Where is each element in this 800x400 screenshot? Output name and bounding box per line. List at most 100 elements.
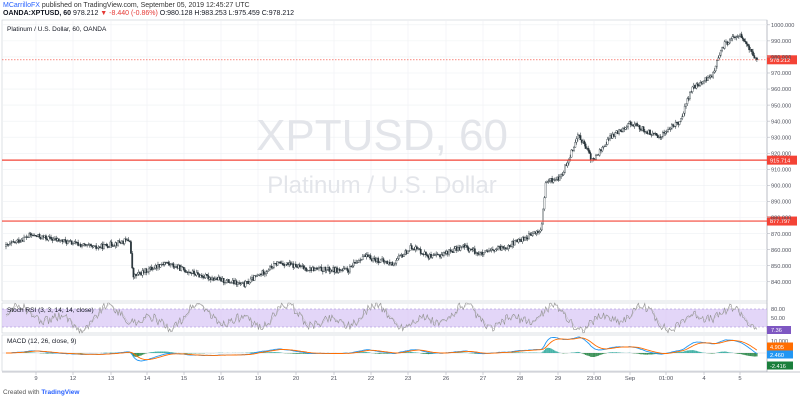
time-tick-label: 19: [255, 376, 261, 382]
candle-up: [604, 145, 606, 147]
candle-up: [667, 129, 669, 132]
candle-down: [270, 265, 273, 268]
candle-down: [529, 233, 532, 236]
candle-up: [236, 282, 239, 285]
time-tick-label: 23: [405, 376, 411, 382]
candle-down: [426, 254, 429, 257]
candle-up: [358, 260, 360, 263]
candle-up: [15, 240, 18, 243]
candle-up: [352, 261, 355, 267]
candle-up: [627, 123, 629, 127]
candle-up: [151, 268, 154, 270]
candle-down: [227, 279, 230, 283]
candle-up: [708, 76, 711, 79]
candle-down: [649, 129, 651, 135]
stoch-value-tag: [767, 326, 791, 334]
candle-up: [569, 156, 572, 160]
candle-down: [750, 49, 753, 52]
price-candles: [5, 31, 758, 289]
candle-up: [680, 118, 682, 122]
last-price-tag: [767, 55, 797, 65]
time-tick-label: 27: [480, 376, 486, 382]
candle-up: [501, 246, 503, 251]
tradingview-logo[interactable]: TradingView: [41, 389, 80, 396]
candle-up: [397, 255, 400, 259]
candle-down: [373, 257, 376, 260]
candle-down: [182, 267, 185, 270]
candle-up: [10, 242, 13, 244]
candle-up: [595, 155, 597, 160]
candle-down: [578, 134, 581, 136]
candle-down: [650, 134, 653, 136]
candle-down: [305, 267, 307, 271]
candle-up: [562, 172, 565, 175]
candle-up: [361, 256, 364, 260]
candle-up: [73, 241, 76, 244]
candle-down: [139, 272, 141, 274]
candle-up: [730, 38, 733, 41]
candle-up: [712, 71, 714, 78]
candle-down: [346, 268, 349, 271]
candle-down: [519, 239, 521, 241]
candle-down: [753, 55, 756, 59]
macd-title: MACD (12, 26, close, 9): [7, 338, 76, 345]
candle-down: [90, 244, 92, 246]
watermark: XPTUSD, 60 Platinum / U.S. Dollar: [256, 111, 508, 199]
candle-up: [542, 208, 544, 225]
price-tick-label: 900.000: [771, 184, 791, 190]
candle-down: [128, 240, 131, 242]
candle-up: [728, 39, 731, 44]
candle-up: [682, 113, 685, 117]
candle-up: [141, 270, 144, 276]
price-tick-label: 1000.000: [771, 23, 794, 29]
price-axis[interactable]: 840.000 850.000 860.000 870.000 880.000 890.0…: [767, 23, 794, 370]
candle-down: [415, 246, 418, 249]
stoch-tick-label: 80.00: [771, 307, 785, 313]
time-tick-label: 14: [144, 376, 151, 382]
candle-down: [619, 129, 622, 132]
time-axis[interactable]: 9 12 13 14 15 16 19 20 21 22 23 26 27 28 29 23:00 Sep 01:…: [34, 372, 742, 382]
candle-up: [349, 265, 351, 273]
candle-up: [59, 240, 61, 242]
candle-up: [399, 255, 402, 257]
author-link[interactable]: MCarrilloFX: [3, 2, 40, 9]
candle-up: [598, 149, 601, 156]
horizontal-lines[interactable]: 915.714 877.797 978.212: [2, 55, 797, 226]
candle-up: [506, 248, 508, 250]
candle-down: [656, 135, 659, 138]
candle-up: [555, 179, 557, 181]
candle-down: [382, 258, 385, 262]
candle-up: [23, 237, 25, 242]
candle-up: [117, 240, 119, 246]
candle-up: [453, 248, 456, 253]
last-price-text: 978.212: [73, 10, 99, 17]
candle-down: [132, 267, 135, 278]
candle-down: [584, 143, 587, 149]
candle-down: [341, 269, 344, 271]
candle-up: [253, 275, 256, 281]
candle-down: [12, 241, 15, 243]
footer-created-with: Created with: [3, 389, 40, 396]
candle-down: [369, 255, 372, 260]
candle-up: [159, 264, 162, 268]
candle-up: [271, 267, 274, 269]
time-tick-label: Sep: [625, 376, 635, 382]
candle-up: [713, 70, 716, 73]
candle-up: [163, 262, 166, 265]
candle-up: [468, 248, 471, 252]
price-tick-label: 860.000: [771, 248, 791, 254]
price-tick-label: 850.000: [771, 264, 791, 270]
candle-up: [489, 250, 492, 252]
candle-up: [225, 280, 228, 283]
candle-down: [50, 236, 52, 240]
candle-up: [213, 278, 216, 281]
price-tick-label: 970.000: [771, 71, 791, 77]
symbol-info: OANDA:XPTUSD, 60 978.212 ▼ -8.440 (-0.86…: [3, 9, 294, 18]
candle-up: [560, 174, 563, 178]
candle-up: [199, 275, 202, 278]
candle-up: [403, 254, 405, 257]
time-tick-label: 21: [331, 376, 337, 382]
time-tick-label: 01:00: [659, 376, 674, 382]
change-text: ▼ -8.440 (-0.86%): [100, 10, 158, 17]
